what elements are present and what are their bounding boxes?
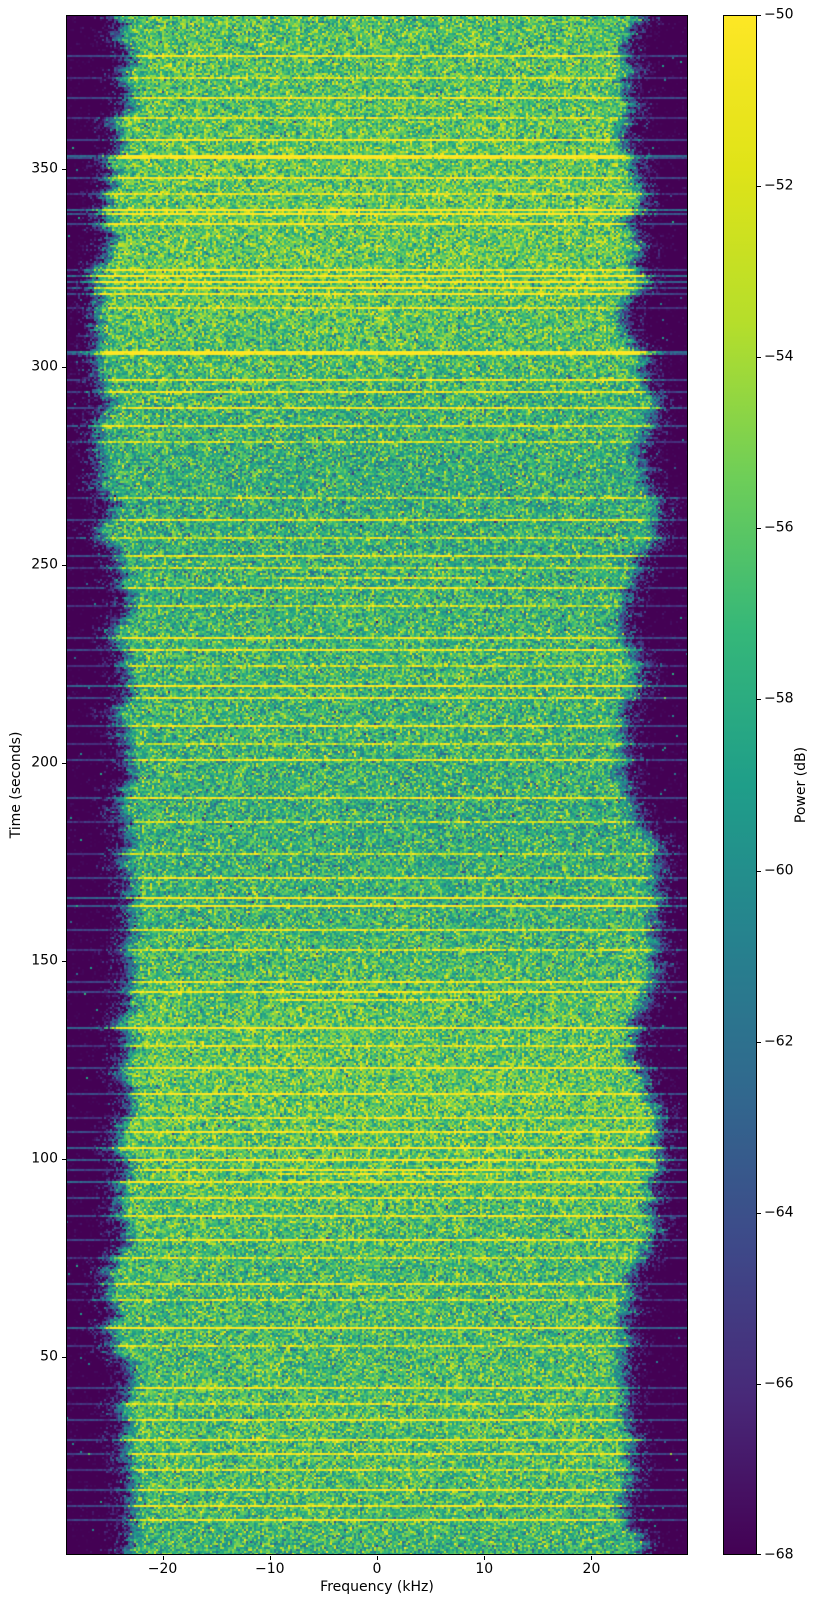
x-tick-label: 20 xyxy=(582,1561,601,1577)
y-tick-mark xyxy=(62,367,66,369)
x-axis-label: Frequency (kHz) xyxy=(320,1579,434,1595)
colorbar-tick-label: −68 xyxy=(764,1546,794,1563)
colorbar-tick-label: −64 xyxy=(764,1204,794,1221)
colorbar-tick-label: −58 xyxy=(764,690,794,707)
colorbar-tick-label: −50 xyxy=(764,6,794,23)
y-tick-label: 50 xyxy=(40,1348,58,1365)
spectrogram-heatmap-canvas xyxy=(66,15,688,1555)
x-tick-label: 10 xyxy=(475,1561,494,1577)
y-tick-label: 300 xyxy=(31,358,58,375)
y-tick-mark xyxy=(62,169,66,171)
y-axis-label: Time (seconds) xyxy=(8,731,24,839)
colorbar-tick-mark xyxy=(757,1554,761,1555)
x-tick-mark xyxy=(162,1556,164,1560)
x-tick-label: 0 xyxy=(372,1561,382,1577)
colorbar-tick-label: −66 xyxy=(764,1375,794,1392)
y-tick-mark xyxy=(62,565,66,567)
colorbar-tick-mark xyxy=(757,528,761,530)
y-tick-label: 200 xyxy=(31,754,58,771)
y-tick-label: 150 xyxy=(31,952,58,969)
colorbar-tick-label: −52 xyxy=(764,177,794,194)
y-tick-label: 250 xyxy=(31,556,58,573)
colorbar xyxy=(723,15,757,1555)
x-tick-label: −20 xyxy=(147,1561,178,1577)
colorbar-tick-label: −62 xyxy=(764,1032,794,1049)
x-tick-mark xyxy=(591,1556,593,1560)
colorbar-tick-mark xyxy=(757,699,761,701)
y-tick-mark xyxy=(62,1357,66,1359)
colorbar-tick-mark xyxy=(757,15,761,16)
colorbar-tick-mark xyxy=(757,1383,761,1385)
x-tick-mark xyxy=(377,1556,378,1560)
x-tick-mark xyxy=(269,1556,271,1560)
colorbar-tick-label: −60 xyxy=(764,861,794,878)
colorbar-tick-mark xyxy=(757,1212,761,1214)
y-tick-mark xyxy=(62,961,66,963)
x-tick-label: −10 xyxy=(254,1561,285,1577)
y-tick-label: 100 xyxy=(31,1150,58,1167)
colorbar-tick-mark xyxy=(757,186,761,188)
colorbar-tick-mark xyxy=(757,1041,761,1043)
colorbar-tick-mark xyxy=(757,870,761,872)
colorbar-tick-mark xyxy=(757,357,761,359)
colorbar-tick-label: −54 xyxy=(764,348,794,365)
y-tick-label: 350 xyxy=(31,160,58,177)
x-tick-mark xyxy=(484,1556,486,1560)
y-tick-mark xyxy=(62,763,66,765)
colorbar-tick-label: −56 xyxy=(764,519,794,536)
colorbar-label: Power (dB) xyxy=(793,746,809,824)
y-tick-mark xyxy=(62,1159,66,1161)
